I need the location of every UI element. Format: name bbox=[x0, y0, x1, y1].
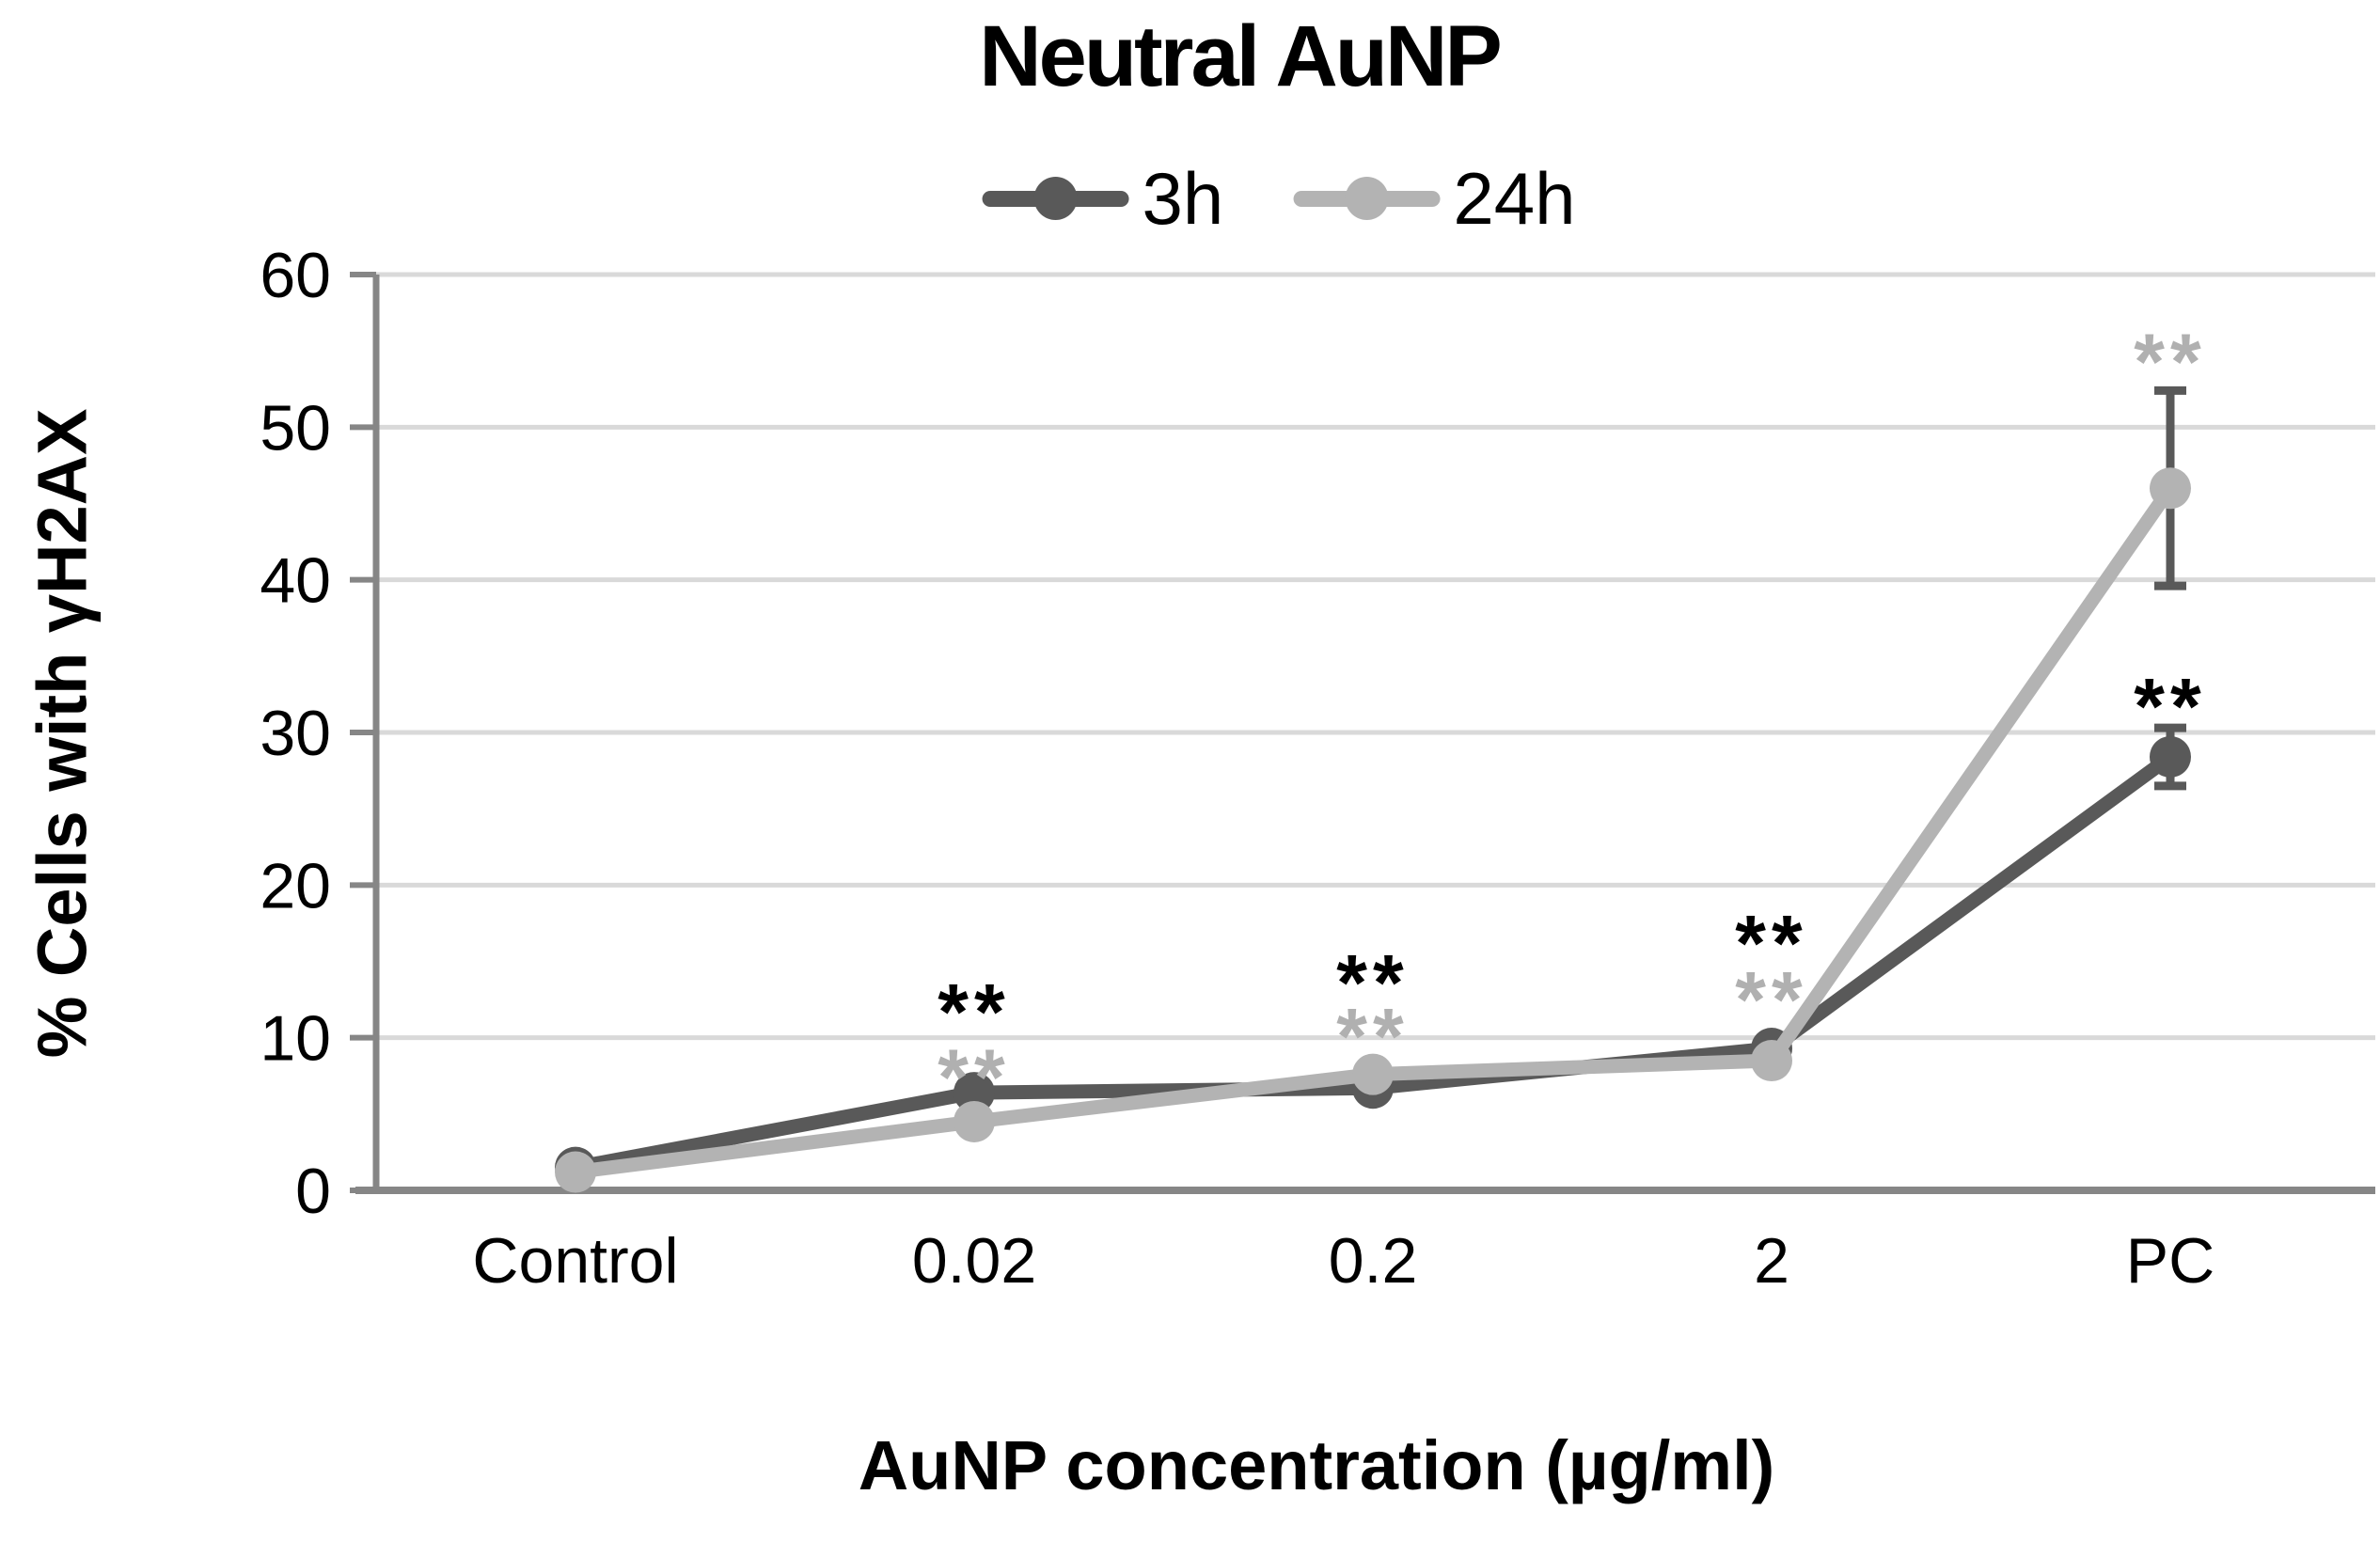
legend-marker-24h-icon bbox=[1293, 177, 1441, 220]
significance-annotations: **************** bbox=[938, 317, 2206, 1122]
legend-item-24h: 24h bbox=[1293, 162, 1575, 235]
annotation-PC-6: ** bbox=[2134, 317, 2206, 405]
annotation-PC-7: ** bbox=[2134, 662, 2206, 750]
marker-24h-2 bbox=[1751, 1040, 1792, 1082]
marker-3h-0.02 bbox=[954, 1072, 995, 1114]
annotation-2-5: ** bbox=[1735, 955, 1807, 1044]
annotation-2-4: ** bbox=[1735, 899, 1807, 987]
legend-dot-24h-icon bbox=[1345, 177, 1389, 220]
annotation-0.02-0: ** bbox=[938, 968, 1010, 1056]
y-tick-label-30: 30 bbox=[260, 698, 331, 769]
y-tick-label-20: 20 bbox=[260, 850, 331, 921]
legend-dot-3h-icon bbox=[1033, 177, 1078, 220]
marker-24h-0.02 bbox=[954, 1100, 995, 1142]
chart-title: Neutral AuNP bbox=[979, 8, 1503, 104]
tick-labels: 0 10 20 30 40 50 60 Control 0.02 0.2 2 PC bbox=[260, 240, 2215, 1297]
legend-label-24h: 24h bbox=[1453, 157, 1576, 240]
legend-item-3h: 3h bbox=[982, 157, 1224, 240]
marker-24h-0.2 bbox=[1352, 1053, 1394, 1095]
gridlines bbox=[376, 272, 2375, 1041]
x-tick-label-0.02: 0.02 bbox=[912, 1225, 1036, 1297]
annotation-0.02-1: ** bbox=[938, 1033, 1010, 1122]
x-tick-label-Control: Control bbox=[472, 1225, 678, 1297]
axes bbox=[350, 272, 2375, 1194]
y-tick-label-40: 40 bbox=[260, 545, 331, 617]
marker-3h-PC bbox=[2150, 735, 2191, 778]
legend-label-3h: 3h bbox=[1142, 157, 1224, 240]
annotation-0.2-3: ** bbox=[1336, 992, 1409, 1080]
x-tick-label-PC: PC bbox=[2126, 1225, 2215, 1297]
y-tick-label-50: 50 bbox=[260, 392, 331, 464]
x-tick-label-0.2: 0.2 bbox=[1329, 1225, 1418, 1297]
marker-24h-PC bbox=[2150, 467, 2191, 510]
y-tick-label-0: 0 bbox=[295, 1156, 331, 1227]
x-axis-title: AuNP concentration (µg/ml) bbox=[858, 1426, 1775, 1504]
y-tick-label-60: 60 bbox=[260, 240, 331, 311]
marker-24h-Control bbox=[555, 1151, 596, 1193]
x-tick-label-2: 2 bbox=[1754, 1225, 1789, 1297]
legend: 3h 24h bbox=[982, 157, 1575, 240]
legend-marker-3h-icon bbox=[982, 177, 1129, 220]
data-series bbox=[555, 386, 2191, 1193]
y-tick-label-10: 10 bbox=[260, 1003, 331, 1075]
annotation-0.2-2: ** bbox=[1336, 938, 1409, 1027]
